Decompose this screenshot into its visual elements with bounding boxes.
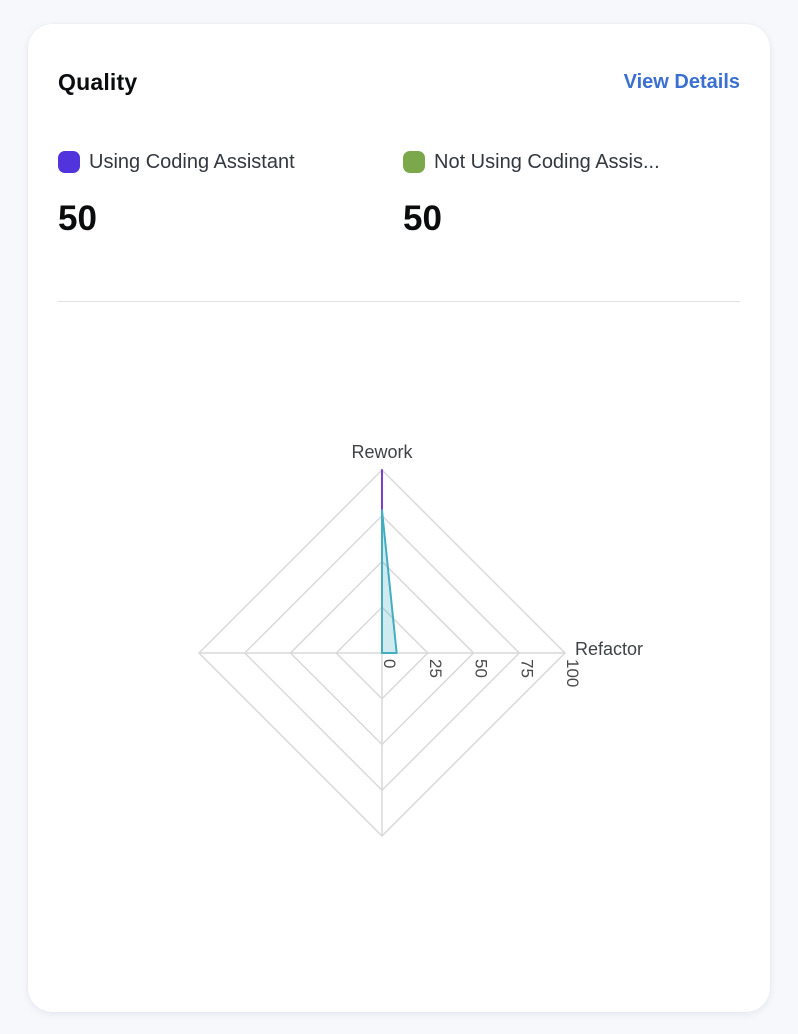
divider bbox=[58, 301, 740, 302]
quality-card: Quality View Details Using Coding Assist… bbox=[28, 24, 770, 1012]
legend-item-using-assistant: Using Coding Assistant 50 bbox=[58, 148, 403, 239]
radar-tick-label: 75 bbox=[517, 659, 536, 678]
radar-tick-label: 25 bbox=[426, 659, 445, 678]
card-title: Quality bbox=[58, 69, 138, 95]
card-header: Quality View Details bbox=[28, 24, 770, 96]
radar-chart: 0 25 50 75 100 Rework Refactor bbox=[197, 442, 643, 838]
legend-head: Using Coding Assistant bbox=[58, 148, 403, 176]
legend-item-not-using-assistant: Not Using Coding Assis... 50 bbox=[403, 148, 740, 239]
axis-label-rework: Rework bbox=[351, 442, 413, 462]
radar-tick-label: 50 bbox=[472, 659, 491, 678]
axis-label-refactor: Refactor bbox=[575, 639, 643, 659]
radar-tick-label: 0 bbox=[380, 659, 399, 668]
view-details-link[interactable]: View Details bbox=[623, 71, 740, 93]
legend-swatch-green bbox=[403, 151, 425, 173]
radar-tick-label: 100 bbox=[563, 659, 582, 687]
legend-head: Not Using Coding Assis... bbox=[403, 148, 740, 176]
legend-label: Using Coding Assistant bbox=[89, 151, 295, 173]
radar-series-1 bbox=[381, 509, 398, 654]
legend-swatch-purple bbox=[58, 151, 80, 173]
legend: Using Coding Assistant 50 Not Using Codi… bbox=[28, 148, 770, 239]
legend-value: 50 bbox=[58, 199, 97, 238]
legend-label: Not Using Coding Assis... bbox=[434, 151, 660, 173]
legend-value: 50 bbox=[403, 199, 442, 238]
